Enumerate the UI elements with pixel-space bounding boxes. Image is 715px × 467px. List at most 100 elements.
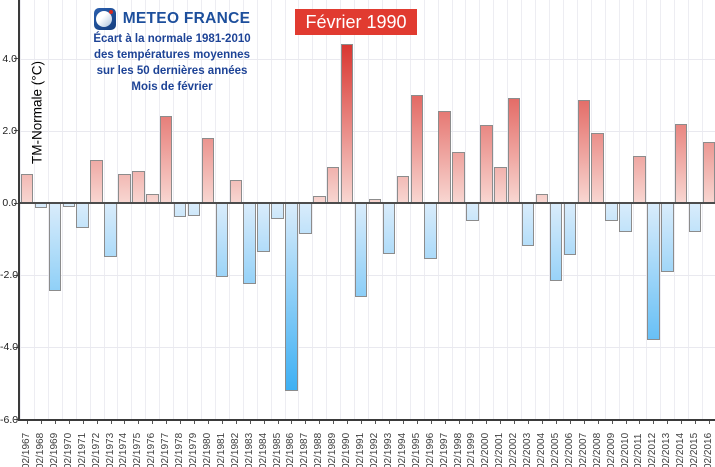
meteo-france-logo: METEO FRANCE: [73, 7, 271, 31]
x-axis-tick: [194, 421, 196, 424]
x-axis-tick-label-text: 02/1988: [313, 432, 325, 467]
x-axis-tick: [166, 421, 168, 424]
x-axis-tick-label: 02/1996: [425, 423, 437, 467]
vertical-gridline: [395, 0, 397, 420]
vertical-gridline: [33, 0, 35, 420]
bar-02/1989: [326, 166, 340, 203]
bar-02/1978: [173, 203, 187, 218]
bar-02/1973: [104, 203, 117, 258]
x-axis-tick-label: 02/1998: [453, 423, 465, 467]
x-axis-tick-label: 02/2015: [689, 423, 701, 467]
x-axis-tick: [555, 421, 557, 424]
x-axis-tick-label: 02/1994: [397, 423, 409, 467]
x-axis-tick-label: 02/2010: [620, 423, 632, 467]
vertical-gridline: [256, 0, 258, 420]
x-axis-tick: [458, 421, 460, 424]
x-axis-tick-label-text: 02/1985: [271, 432, 283, 467]
chart-header: METEO FRANCE Écart à la normale 1981-201…: [73, 7, 271, 95]
bar-02/2009: [605, 203, 618, 222]
x-axis-tick-label: 02/1975: [132, 423, 144, 467]
x-axis-tick-label: 02/1976: [146, 423, 158, 467]
x-axis-tick-label-text: 02/1987: [299, 432, 311, 467]
x-axis-tick: [375, 421, 376, 424]
bar-02/1991: [354, 203, 368, 297]
x-axis-tick: [54, 421, 56, 424]
vertical-gridline: [423, 0, 425, 420]
bar-02/2001: [494, 166, 507, 203]
x-axis-tick-label-text: 02/1978: [174, 432, 186, 467]
vertical-gridline: [312, 0, 314, 420]
x-axis-tick: [611, 421, 613, 424]
vertical-gridline: [632, 0, 634, 420]
y-axis-tick: [14, 346, 18, 348]
bar-02/1974: [118, 174, 131, 203]
bar-02/2013: [661, 203, 674, 272]
x-axis-tick: [319, 421, 321, 424]
x-axis-tick: [486, 421, 488, 424]
x-axis-tick: [597, 421, 599, 424]
vertical-gridline: [437, 0, 439, 420]
x-axis-tick: [305, 421, 307, 424]
bar-02/1998: [452, 152, 465, 203]
x-axis-tick: [667, 421, 669, 424]
x-axis-tick: [472, 421, 474, 424]
x-axis-tick-label: 02/1977: [160, 423, 172, 467]
x-axis-tick: [388, 421, 390, 424]
x-axis-tick-label-text: 02/2000: [480, 432, 492, 467]
bar-02/1986: [285, 203, 298, 391]
x-axis-line: [18, 419, 715, 421]
x-axis-tick-label: 02/2014: [675, 423, 687, 467]
x-axis-tick-label-text: 02/1973: [104, 432, 116, 467]
x-axis-tick-label: 02/1978: [174, 423, 186, 467]
bar-02/1999: [466, 203, 479, 222]
x-axis-tick-label: 02/1990: [341, 423, 353, 467]
x-axis-tick-label: 02/1986: [285, 423, 297, 467]
chart-title-line-4: Mois de février: [131, 81, 213, 93]
bar-02/2011: [633, 156, 646, 203]
x-axis-tick: [221, 421, 223, 424]
vertical-gridline: [521, 0, 523, 420]
x-axis-tick: [138, 421, 140, 424]
x-axis-tick: [444, 421, 446, 424]
x-axis-tick-label-text: 02/2008: [591, 432, 603, 467]
bar-02/1980: [201, 138, 215, 203]
vertical-gridline: [340, 0, 342, 420]
bar-02/1982: [229, 179, 243, 203]
x-axis-tick-label: 02/2008: [592, 423, 604, 467]
y-axis-tick-label: -6.0: [0, 413, 19, 426]
bar-02/1971: [76, 203, 89, 229]
logo-sphere-glyph: [95, 11, 112, 27]
x-axis-tick-label: 02/1981: [216, 423, 228, 467]
bar-02/1984: [257, 203, 270, 252]
x-axis-tick-label-text: 02/1995: [410, 432, 422, 467]
x-axis-tick-label-text: 02/1986: [285, 432, 297, 467]
y-axis-tick: [14, 419, 18, 421]
x-axis-tick-label-text: 02/1997: [438, 432, 450, 467]
x-axis-tick-label-text: 02/1991: [355, 432, 367, 467]
vertical-gridline: [576, 0, 578, 420]
x-axis-tick: [542, 421, 544, 424]
x-axis-tick: [333, 421, 335, 424]
x-axis-tick-label: 02/1967: [21, 423, 33, 467]
x-axis-tick-label: 02/1980: [202, 423, 214, 467]
x-axis-tick-label: 02/2003: [522, 423, 534, 467]
x-axis-tick: [180, 421, 182, 424]
y-axis-line: [18, 0, 20, 421]
x-axis-tick: [569, 421, 571, 424]
vertical-gridline: [214, 0, 216, 420]
x-axis-tick: [27, 421, 28, 424]
bar-02/1997: [438, 110, 451, 203]
bar-02/2010: [619, 203, 632, 232]
x-axis-tick: [639, 421, 641, 424]
x-axis-tick-label: 02/1991: [355, 423, 367, 467]
chart-title-line-3: sur les 50 dernières années: [96, 65, 248, 77]
x-axis-tick-label: 02/1997: [439, 423, 451, 467]
x-axis-tick-label-text: 02/1992: [369, 432, 380, 467]
vertical-gridline: [479, 0, 481, 420]
x-axis-tick-label-text: 02/2015: [689, 432, 701, 467]
x-axis-tick-label: 02/2009: [606, 423, 618, 467]
logo-red-dot: [108, 10, 113, 14]
x-axis-tick-label-text: 02/1999: [466, 432, 478, 467]
x-axis-tick: [82, 421, 84, 424]
